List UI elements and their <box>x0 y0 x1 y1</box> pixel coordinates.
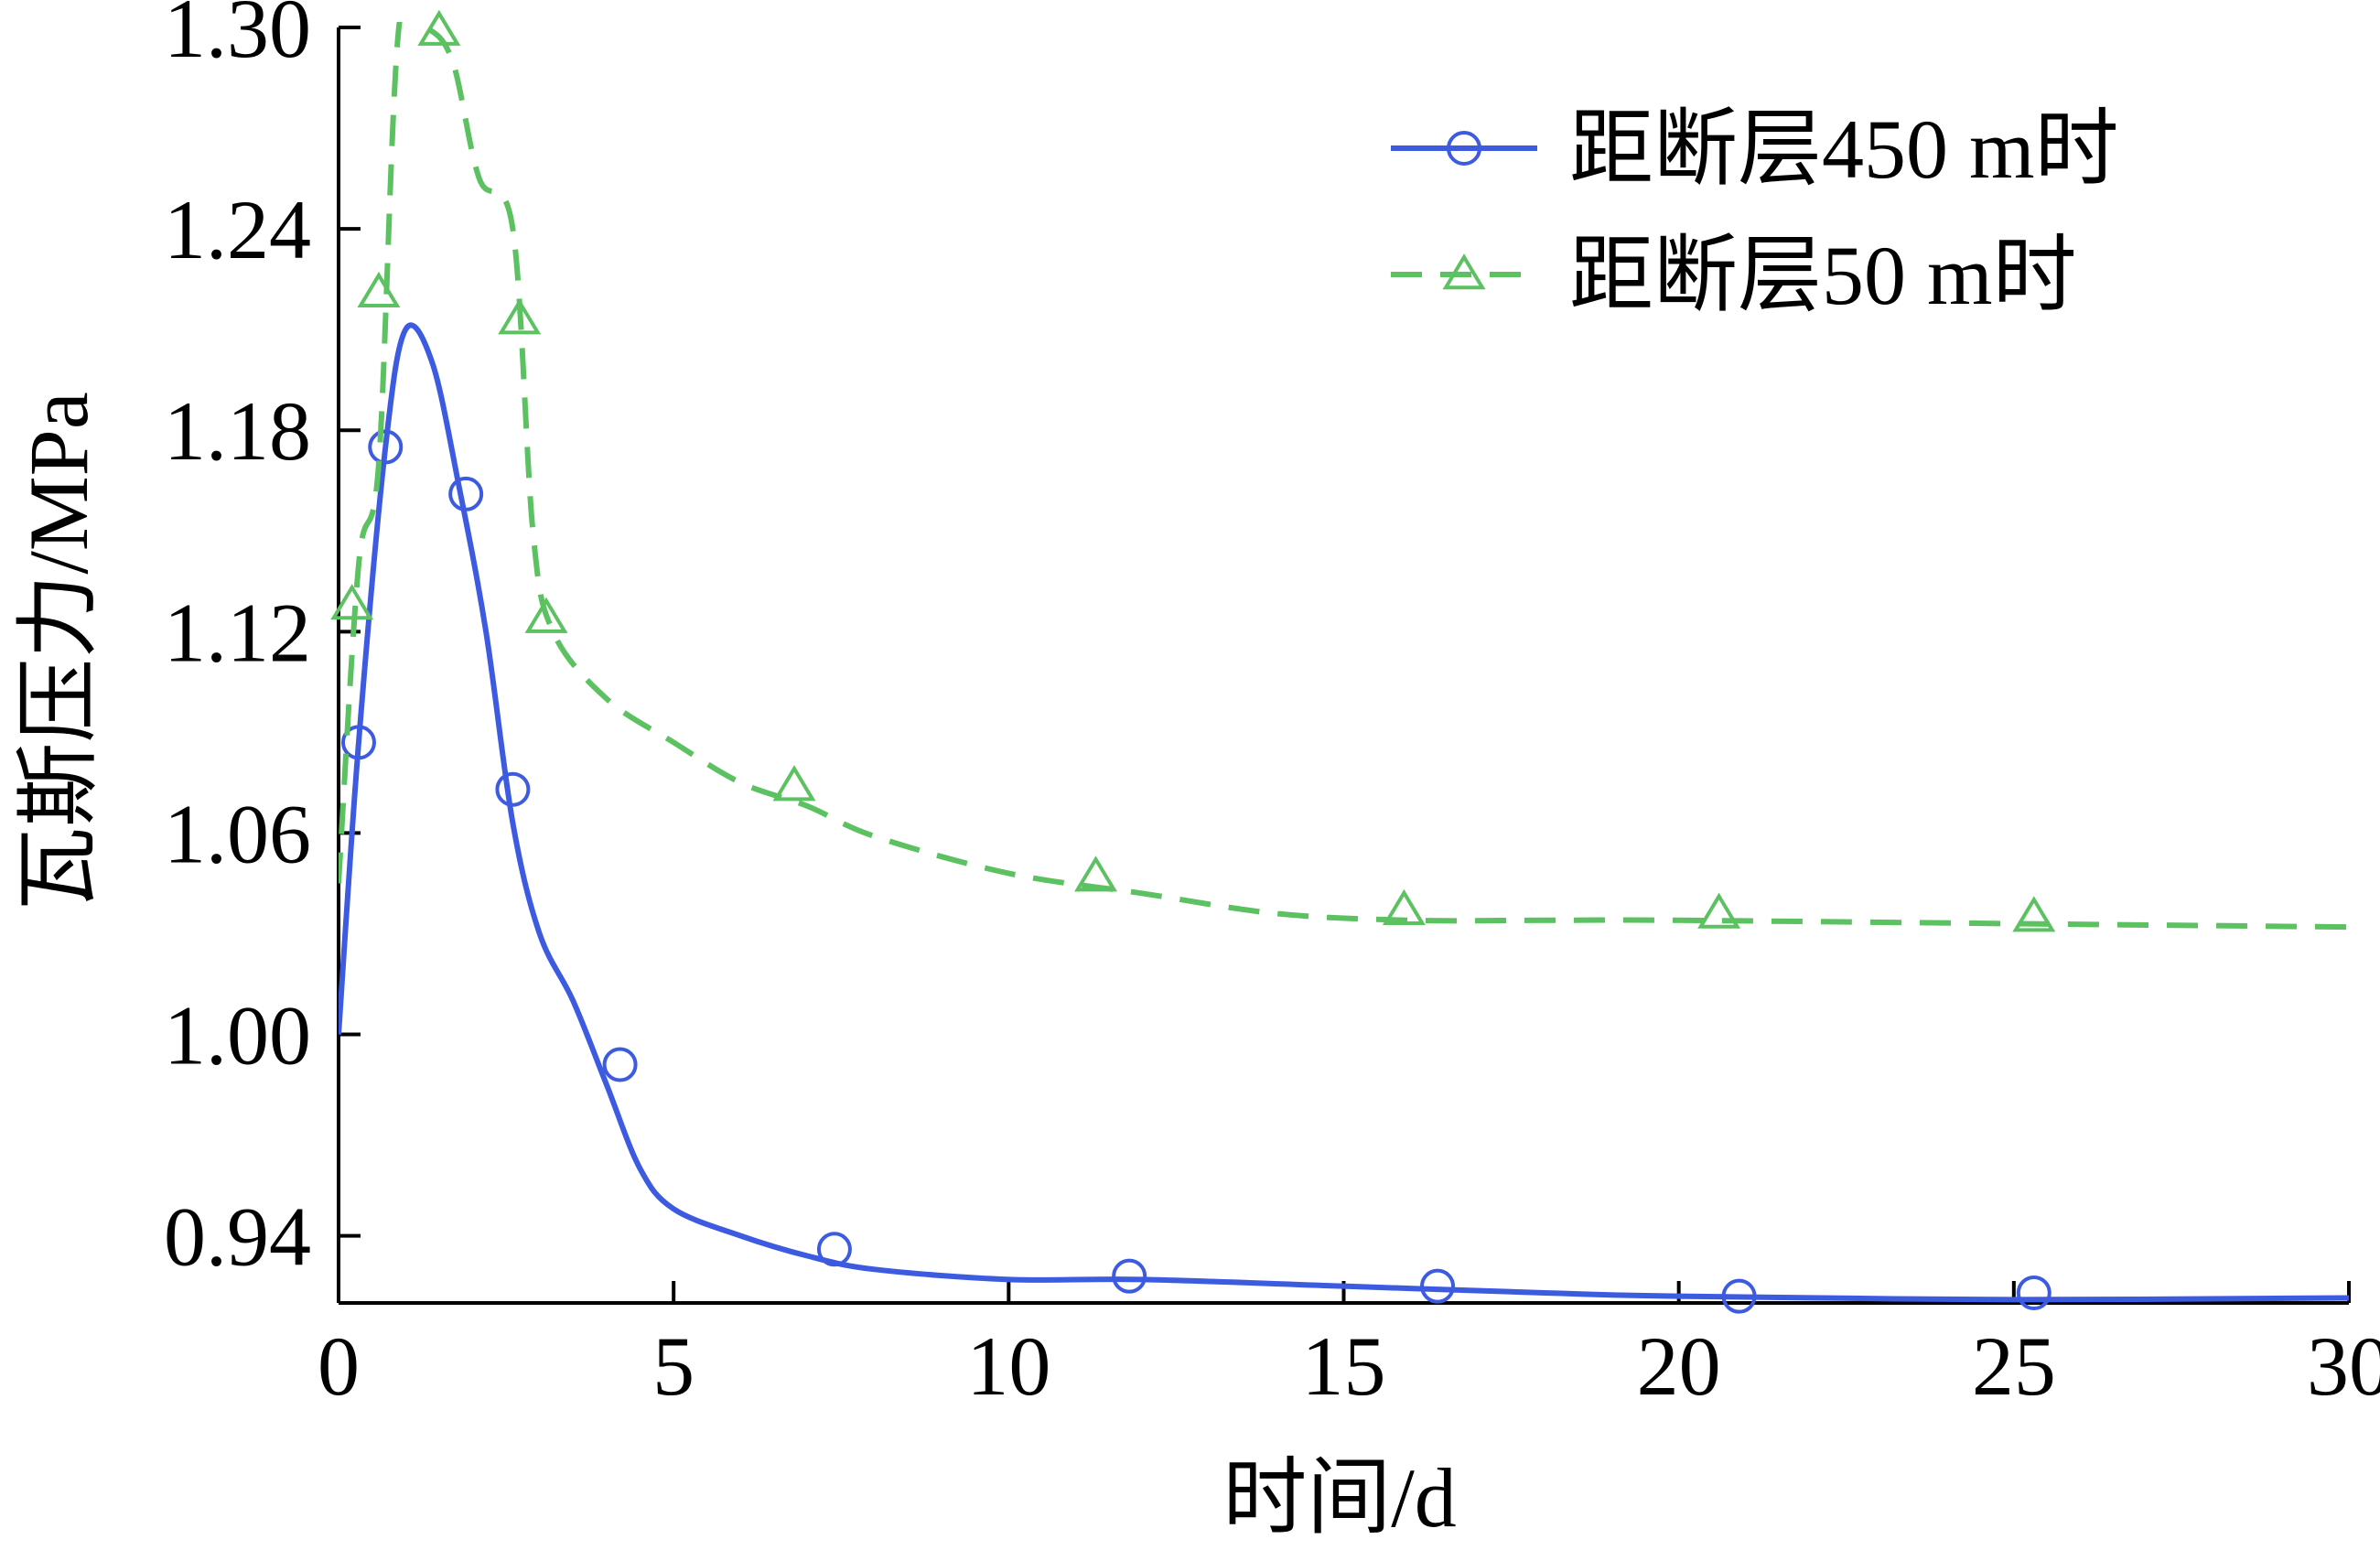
series-1-point <box>368 429 404 465</box>
series-2-point <box>357 271 401 308</box>
series-1-point <box>495 771 531 807</box>
legend-marker-2 <box>1442 253 1486 290</box>
y-tick-label: 1.12 <box>164 586 311 679</box>
x-tick-label: 20 <box>1637 1319 1721 1413</box>
legend-marker-1 <box>1447 131 1481 166</box>
x-tick-label: 15 <box>1302 1319 1386 1413</box>
series-2-point <box>1382 888 1426 926</box>
series-2-point <box>498 298 542 335</box>
series-1-point <box>2016 1275 2052 1310</box>
series-2-line <box>339 22 2350 931</box>
series-2-point <box>524 597 568 633</box>
series-1-point <box>816 1232 852 1267</box>
x-tick-label: 0 <box>318 1319 360 1413</box>
series-1-point <box>1420 1268 1456 1304</box>
y-tick-label: 0.94 <box>164 1190 311 1284</box>
series-1-line <box>339 322 2350 1303</box>
y-tick-label: 1.30 <box>164 0 311 75</box>
y-tick-label: 1.18 <box>164 384 311 478</box>
legend-label-2: 距断层50 m时 <box>1569 229 2077 322</box>
y-tick-label: 1.24 <box>164 183 311 276</box>
series-2-point <box>1074 856 1118 892</box>
legend-label-1: 距断层450 m时 <box>1569 102 2119 196</box>
axes: 0 5 10 15 20 25 30 0.94 1.00 1.06 1.12 1.18 1.24 1.30 <box>164 0 2380 1413</box>
series-1-point <box>340 725 376 760</box>
y-axis-title: 瓦斯压力/MPa <box>12 392 105 910</box>
series-1-point <box>1112 1258 1147 1294</box>
x-axis-title: 时间/d <box>1222 1451 1457 1545</box>
y-tick-label: 1.00 <box>164 989 311 1082</box>
series-2-point <box>772 765 816 802</box>
series-2-point <box>2012 896 2056 932</box>
series-layer <box>330 9 2350 1314</box>
series-2-point <box>330 584 374 620</box>
x-tick-label: 5 <box>652 1319 695 1413</box>
series-1-point <box>602 1047 638 1082</box>
series-1-point <box>448 476 484 511</box>
series-2-point <box>1697 892 1741 929</box>
x-tick-label: 30 <box>2307 1319 2380 1413</box>
series-2-point <box>417 9 461 46</box>
series-1-point <box>1721 1278 1757 1314</box>
x-tick-label: 10 <box>966 1319 1050 1413</box>
x-tick-label: 25 <box>1972 1319 2056 1413</box>
series-1 <box>339 322 2350 1314</box>
y-tick-label: 1.06 <box>164 787 311 880</box>
series-2 <box>330 9 2350 932</box>
